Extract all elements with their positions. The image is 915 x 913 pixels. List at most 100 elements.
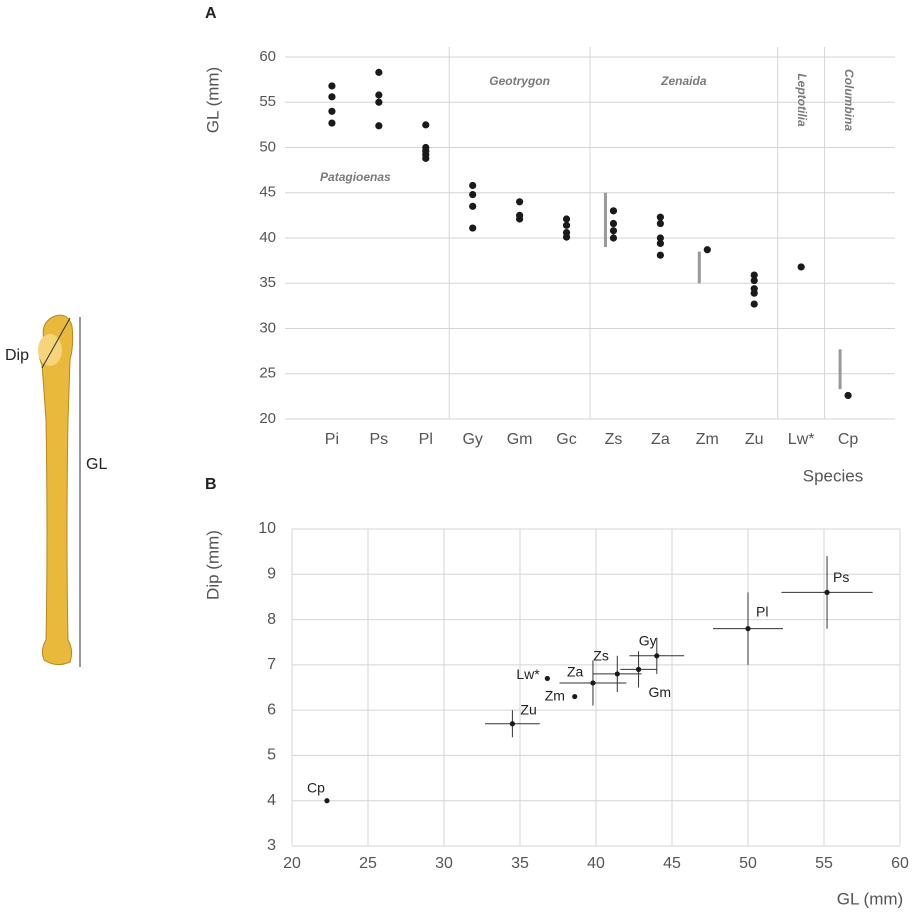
x-tick-label: Gc <box>556 431 576 448</box>
bone <box>38 314 74 666</box>
point-label: Ps <box>833 569 849 585</box>
x-tick-label: Ps <box>370 431 389 448</box>
x-tick-label: 40 <box>587 855 605 872</box>
point-label: Gm <box>649 684 672 700</box>
point-label: Lw* <box>516 666 540 682</box>
dot <box>750 276 758 285</box>
point-label: Pl <box>756 603 768 619</box>
point-label: Zu <box>520 701 536 717</box>
dot <box>328 82 336 90</box>
dot <box>328 93 336 101</box>
bone-illustration: Dip GL <box>5 314 107 667</box>
x-tick-label: 60 <box>891 855 909 872</box>
dot <box>375 98 383 106</box>
dot <box>328 107 336 115</box>
y-tick-label: 4 <box>267 792 276 809</box>
dot <box>750 300 758 308</box>
y-tick-label: 40 <box>259 229 276 246</box>
point <box>572 693 578 700</box>
y-tick-label: 3 <box>267 837 276 854</box>
gl-label: GL <box>86 456 107 473</box>
y-tick-label: 30 <box>259 319 276 336</box>
y-tick-label: 10 <box>258 520 276 537</box>
point <box>544 675 550 682</box>
dot <box>750 271 758 279</box>
y-tick-label: 8 <box>267 611 276 628</box>
dot <box>375 122 383 130</box>
dot <box>703 246 711 254</box>
genus-label: Geotrygon <box>489 74 550 88</box>
dot <box>656 239 664 248</box>
genus-label: Patagioenas <box>320 170 391 184</box>
y-tick-label: 6 <box>267 701 276 718</box>
x-tick-label: Zs <box>605 431 623 448</box>
y-tick-label: 45 <box>259 184 276 201</box>
point <box>614 671 620 677</box>
point <box>324 798 330 804</box>
dot <box>609 227 618 235</box>
x-axis-title: GL (mm) <box>837 889 903 908</box>
dot <box>469 190 477 199</box>
dot <box>469 224 477 232</box>
dot <box>609 234 618 242</box>
y-tick-label: 50 <box>259 138 276 155</box>
x-tick-label: 55 <box>815 855 833 872</box>
dot <box>375 91 383 99</box>
x-tick-label: Pl <box>419 431 433 448</box>
genus-label: Columbina <box>842 69 856 131</box>
point-label: Za <box>567 664 584 680</box>
dot <box>469 181 477 190</box>
x-tick-label: Gy <box>462 431 482 448</box>
dip-measure <box>41 317 71 369</box>
x-tick-label: Gm <box>507 431 533 448</box>
y-tick-label: 9 <box>267 566 276 583</box>
x-tick-label: 50 <box>739 855 757 872</box>
point <box>745 626 751 632</box>
dip-label: Dip <box>5 347 29 364</box>
y-axis-title: GL (mm) <box>203 67 222 133</box>
dot <box>328 119 336 127</box>
x-tick-label: Cp <box>838 431 859 448</box>
x-tick-label: Zu <box>745 431 764 448</box>
panel-label: B <box>205 476 217 493</box>
x-tick-label: 35 <box>511 855 529 872</box>
dot <box>422 154 430 162</box>
dot <box>516 215 524 223</box>
dot <box>422 121 430 129</box>
dot <box>750 289 758 297</box>
point <box>635 666 642 672</box>
dot <box>375 68 383 76</box>
point-label: Cp <box>307 779 325 795</box>
y-tick-label: 60 <box>259 48 276 65</box>
point-label: Zs <box>593 648 609 664</box>
dot <box>844 391 852 400</box>
x-tick-label: Lw* <box>788 431 815 448</box>
x-tick-label: Zm <box>696 431 719 448</box>
point <box>509 721 515 727</box>
dot <box>656 213 664 221</box>
panel-label: A <box>205 5 217 22</box>
point <box>590 680 596 686</box>
dot <box>562 233 571 241</box>
dot <box>797 263 805 271</box>
x-tick-label: 30 <box>435 855 453 872</box>
x-tick-label: 45 <box>663 855 681 872</box>
y-tick-label: 5 <box>267 747 276 764</box>
dot <box>562 221 571 229</box>
point <box>654 653 660 659</box>
genus-label: Zenaida <box>660 74 707 88</box>
dot <box>469 202 477 210</box>
dot <box>656 234 664 242</box>
x-tick-label: 25 <box>359 855 377 872</box>
y-tick-label: 55 <box>259 93 276 110</box>
x-tick-label: Pi <box>325 431 339 448</box>
genus-label: Leptotilia <box>795 73 809 127</box>
dot <box>656 251 664 259</box>
point-label: Zm <box>545 687 565 703</box>
dot <box>656 219 664 228</box>
y-axis-title: Dip (mm) <box>203 530 222 600</box>
dot <box>516 198 524 206</box>
x-axis-title: Species <box>803 466 863 485</box>
dot <box>609 207 618 215</box>
